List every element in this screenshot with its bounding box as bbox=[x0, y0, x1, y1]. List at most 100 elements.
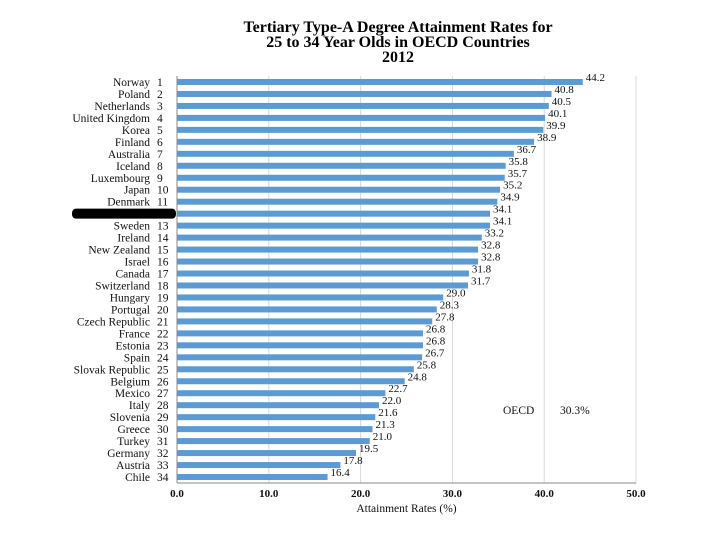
category-rank: 10 bbox=[157, 185, 169, 197]
bar bbox=[177, 90, 552, 97]
category-label: Slovenia bbox=[110, 412, 150, 424]
category-label: Czech Republic bbox=[77, 316, 150, 328]
bar bbox=[177, 210, 491, 217]
chart-title-line-1: Tertiary Type-A Degree Attainment Rates … bbox=[243, 19, 553, 36]
bar bbox=[177, 198, 498, 205]
category-label: Luxembourg bbox=[91, 173, 150, 185]
bar bbox=[177, 450, 357, 457]
category-label: Greece bbox=[117, 424, 150, 436]
bar bbox=[177, 414, 376, 421]
bar-value-label: 21.0 bbox=[373, 431, 393, 443]
category-rank: 13 bbox=[157, 221, 169, 233]
category-rank: 14 bbox=[157, 233, 169, 245]
category-rank: 7 bbox=[157, 149, 163, 161]
category-label: New Zealand bbox=[88, 245, 150, 257]
bar-value-label: 32.8 bbox=[481, 252, 501, 264]
category-label: Australia bbox=[108, 149, 150, 161]
bar-value-label: 22.0 bbox=[382, 395, 402, 407]
category-rank: 32 bbox=[157, 448, 169, 460]
bar bbox=[177, 354, 423, 361]
oecd-annotation-label: OECD bbox=[503, 405, 534, 417]
bar-value-label: 28.3 bbox=[440, 299, 460, 311]
category-rank: 31 bbox=[157, 436, 169, 448]
category-rank: 29 bbox=[157, 412, 169, 424]
category-rank: 2 bbox=[157, 89, 163, 101]
bar-value-label: 33.2 bbox=[485, 228, 504, 240]
category-label: Hungary bbox=[110, 292, 150, 304]
category-label: Poland bbox=[118, 89, 150, 101]
category-label: Iceland bbox=[116, 161, 150, 173]
bar bbox=[177, 222, 491, 229]
category-label: Estonia bbox=[116, 340, 151, 352]
bars bbox=[177, 78, 583, 481]
bar-value-label: 31.8 bbox=[472, 264, 492, 276]
bar-value-label: 40.8 bbox=[555, 84, 575, 96]
bar-value-label: 35.8 bbox=[509, 156, 529, 168]
bar-value-label: 34.9 bbox=[500, 192, 520, 204]
bar bbox=[177, 150, 514, 157]
bar bbox=[177, 138, 535, 145]
bar bbox=[177, 438, 370, 445]
bar-value-label: 34.1 bbox=[493, 216, 512, 228]
bar-value-label: 44.2 bbox=[586, 72, 605, 84]
bar-value-label: 39.9 bbox=[546, 120, 566, 132]
x-tick-label: 40.0 bbox=[535, 488, 555, 500]
category-rank: 34 bbox=[157, 472, 169, 484]
chart-title-line-2: 25 to 34 Year Olds in OECD Countries bbox=[266, 34, 530, 51]
bar bbox=[177, 186, 501, 193]
category-label: Turkey bbox=[117, 436, 150, 448]
bar-value-label: 24.8 bbox=[408, 371, 428, 383]
category-labels: 44.2 Norway 1 40.8 Poland 2 40.5 Netherlands 3 40… bbox=[72, 72, 605, 484]
category-rank: 33 bbox=[157, 460, 169, 472]
category-rank: 26 bbox=[157, 376, 169, 388]
category-rank: 25 bbox=[157, 364, 169, 376]
category-label: Mexico bbox=[115, 388, 150, 400]
category-label: France bbox=[119, 328, 150, 340]
bar-value-label: 38.9 bbox=[537, 132, 557, 144]
category-rank: 11 bbox=[157, 197, 168, 209]
bar bbox=[177, 102, 549, 109]
x-axis: 0.0 10.0 20.0 30.0 40.0 50.0 bbox=[170, 76, 646, 500]
bar-value-label: 25.8 bbox=[417, 359, 437, 371]
category-label: Switzerland bbox=[95, 280, 150, 292]
bar-value-label: 32.8 bbox=[481, 240, 501, 252]
category-label: Korea bbox=[122, 125, 150, 137]
bar-value-label: 21.6 bbox=[378, 407, 398, 419]
bar-value-label: 31.7 bbox=[471, 275, 491, 287]
gridlines bbox=[268, 76, 637, 483]
category-rank: 5 bbox=[157, 125, 163, 137]
bar bbox=[177, 282, 469, 289]
bar bbox=[177, 378, 405, 385]
bar bbox=[177, 294, 444, 301]
category-label: Israel bbox=[124, 257, 150, 269]
category-label: Germany bbox=[107, 448, 150, 460]
bar bbox=[177, 318, 433, 325]
oecd-annotation-value: 30.3% bbox=[560, 405, 590, 417]
category-rank: 21 bbox=[157, 316, 169, 328]
category-rank: 4 bbox=[157, 113, 163, 125]
bar bbox=[177, 258, 479, 265]
bar bbox=[177, 366, 414, 373]
bar-value-label: 40.5 bbox=[552, 96, 572, 108]
category-label: Italy bbox=[129, 400, 150, 412]
category-label: Canada bbox=[116, 269, 150, 281]
category-rank: 9 bbox=[157, 173, 163, 185]
bar bbox=[177, 126, 544, 133]
x-tick-label: 0.0 bbox=[170, 488, 184, 500]
bar bbox=[177, 174, 505, 181]
chart-title: Tertiary Type-A Degree Attainment Rates … bbox=[0, 19, 720, 66]
bar-value-label: 17.8 bbox=[343, 455, 363, 467]
category-label: Chile bbox=[125, 472, 150, 484]
bar bbox=[177, 162, 506, 169]
bar-value-label: 19.5 bbox=[359, 443, 379, 455]
bar-value-label: 26.8 bbox=[426, 323, 446, 335]
category-rank: 6 bbox=[157, 137, 163, 149]
category-rank: 30 bbox=[157, 424, 169, 436]
bar bbox=[177, 474, 328, 481]
category-label: Spain bbox=[124, 352, 150, 364]
bar-value-label: 26.8 bbox=[426, 335, 446, 347]
bar bbox=[177, 390, 386, 397]
bar bbox=[177, 246, 479, 253]
category-label: Portugal bbox=[111, 304, 150, 316]
x-tick-label: 50.0 bbox=[626, 488, 646, 500]
